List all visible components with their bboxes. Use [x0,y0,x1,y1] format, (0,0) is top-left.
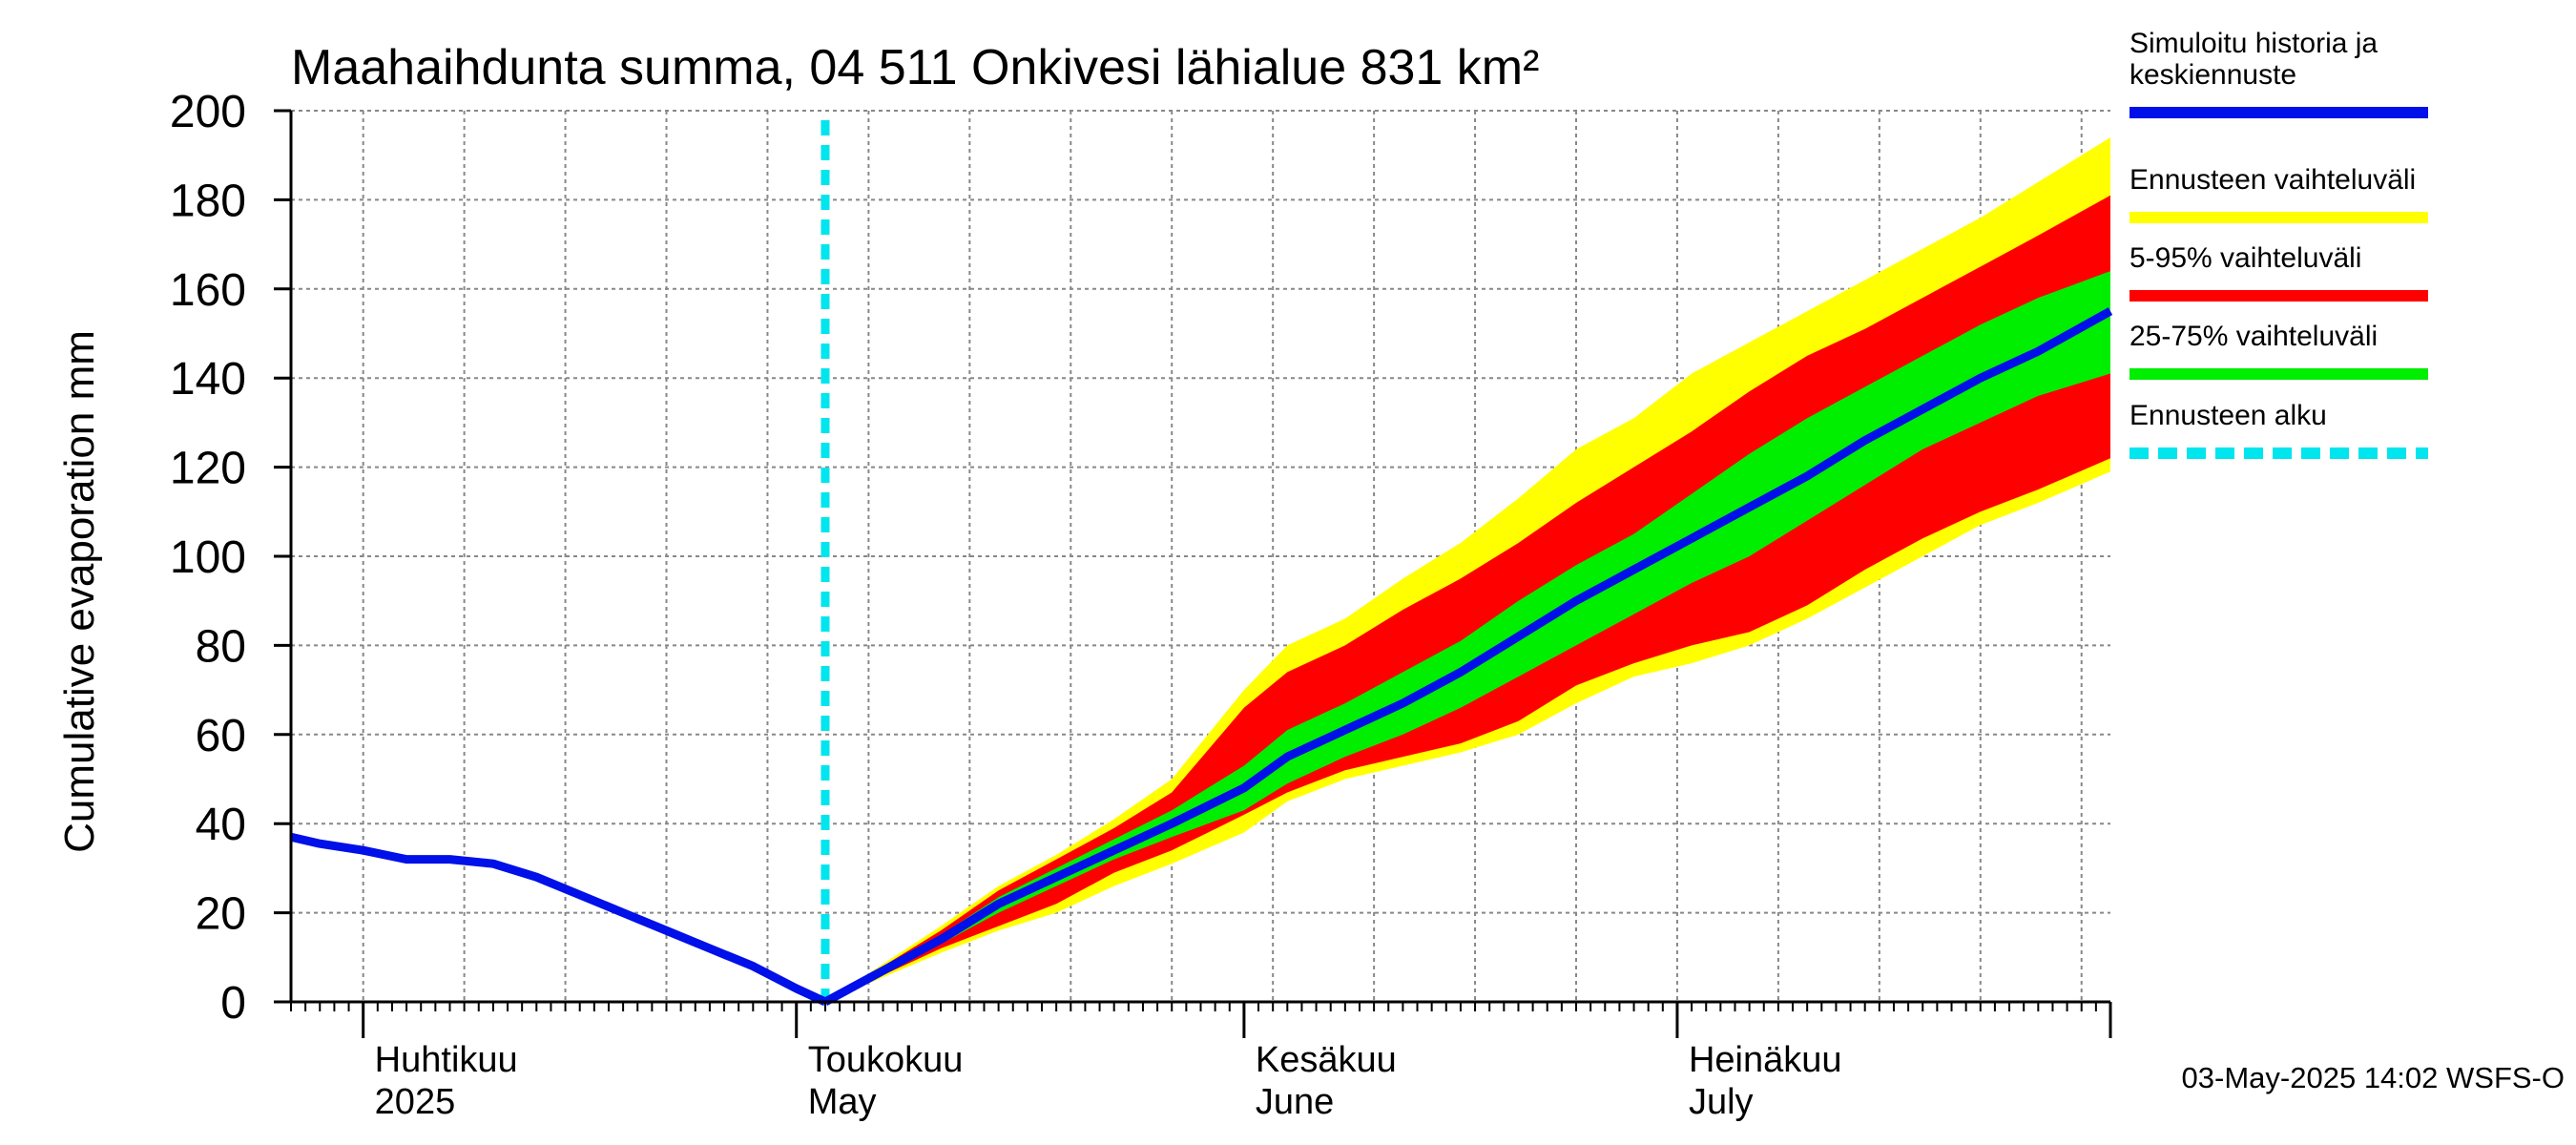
x-month-label: Huhtikuu [375,1040,518,1080]
y-tick-labels: 0 20 40 60 80 100 120 140 160 180 200 [170,87,246,1029]
timestamp-footer: 03-May-2025 14:02 WSFS-O [2182,1061,2565,1094]
x-month-label: Kesäkuu [1256,1040,1397,1080]
x-month-sublabel: July [1689,1082,1754,1122]
median-forecast-line [822,307,2113,1006]
y-tick-label: 60 [196,711,246,761]
legend-label: 5-95% vaihteluväli [2129,242,2361,274]
legend-label: Simuloitu historia ja [2129,28,2378,59]
y-tick-label: 40 [196,800,246,850]
y-tick-label: 140 [170,354,246,405]
band-25-75 [825,271,2110,1003]
y-tick-label: 80 [196,621,246,672]
y-tick-label: 160 [170,265,246,316]
x-month-label: Toukokuu [808,1040,964,1080]
y-tick-label: 180 [170,176,246,226]
y-tick-label: 20 [196,889,246,940]
legend-label: Ennusteen alku [2129,400,2327,431]
y-tick-label: 200 [170,87,246,137]
chart-title: Maahaihdunta summa, 04 511 Onkivesi lähi… [291,40,1539,95]
legend-label: Ennusteen vaihteluväli [2129,164,2416,196]
y-tick-label: 120 [170,444,246,494]
y-tick-label: 100 [170,532,246,583]
y-tick-label: 0 [220,978,246,1029]
legend-label: keskiennuste [2129,59,2296,91]
axes [274,109,2112,1038]
band-5-95 [825,195,2110,1002]
legend-label: 25-75% vaihteluväli [2129,321,2378,352]
x-month-sublabel: May [808,1082,877,1122]
x-month-label: Heinäkuu [1689,1040,1842,1080]
x-month-sublabel: June [1256,1082,1334,1122]
forecast-bands [825,137,2110,1003]
y-axis-label: Cumulative evaporation mm [56,330,103,853]
series-lines [289,120,2113,1007]
x-month-sublabel: 2025 [375,1082,456,1122]
band-forecast-range [825,137,2110,1002]
history-line [289,832,827,1007]
